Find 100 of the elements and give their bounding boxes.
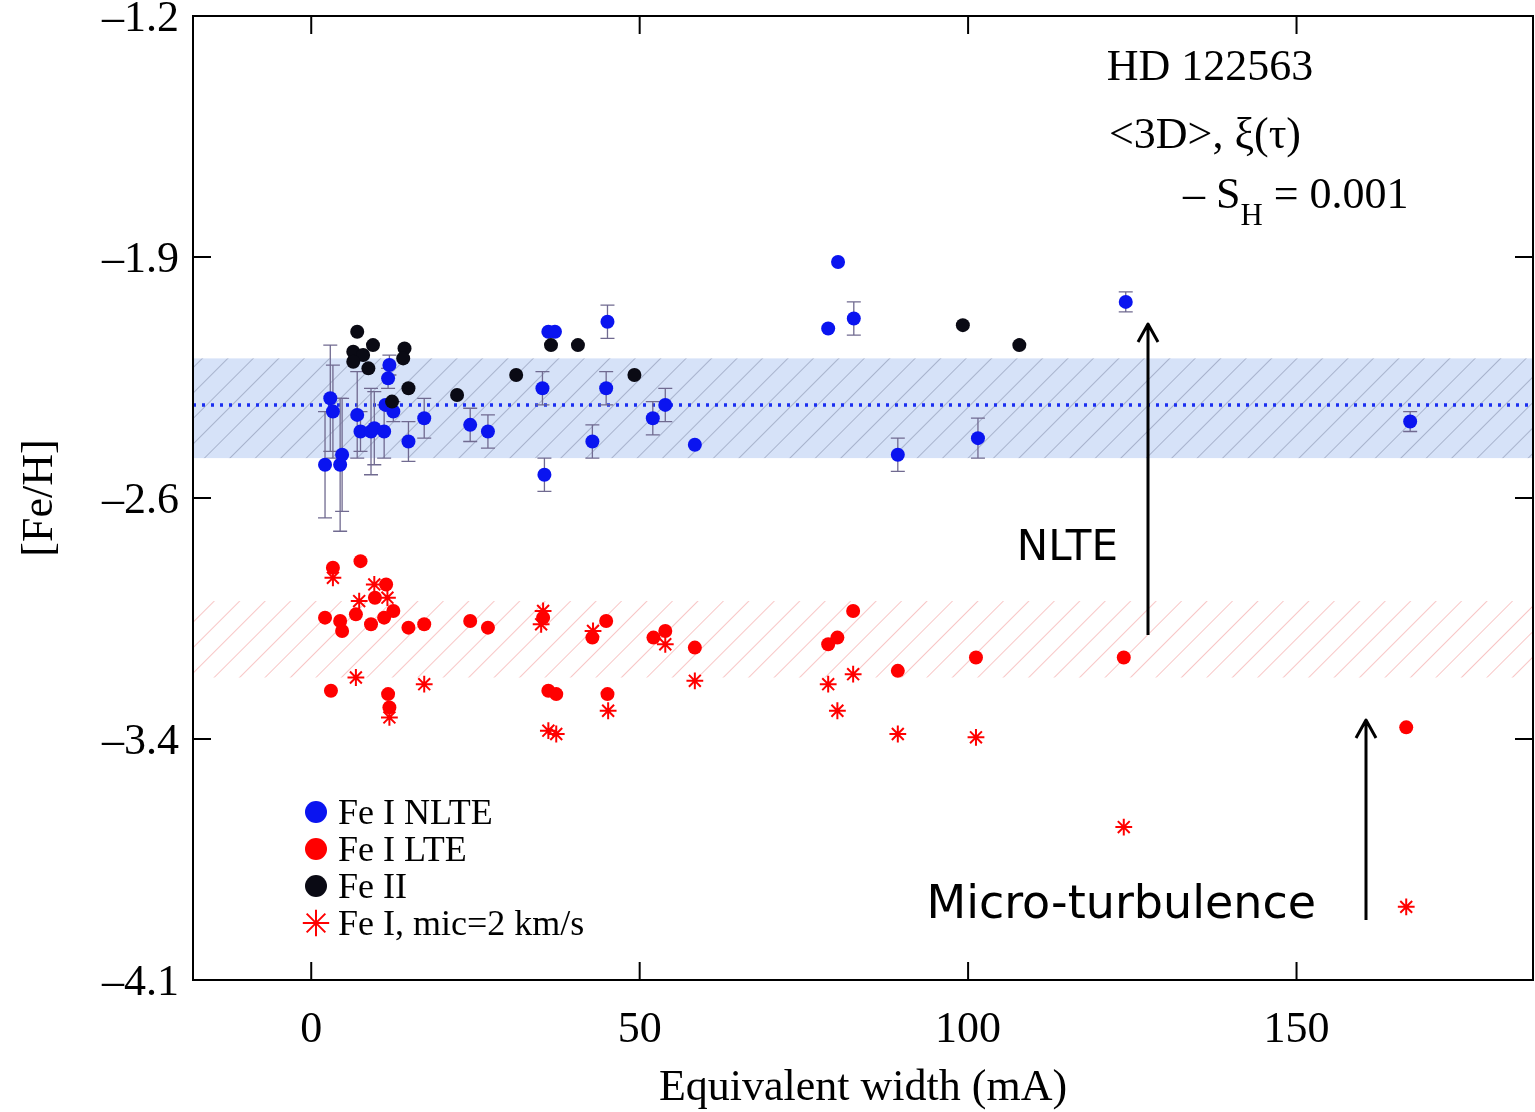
annotation: HD 122563	[1106, 41, 1314, 90]
point	[463, 613, 478, 628]
point	[538, 721, 558, 741]
point	[361, 361, 376, 376]
point	[417, 617, 432, 632]
point	[417, 411, 432, 426]
legend-label: Fe I, mic=2 km/s	[338, 903, 585, 943]
point	[1012, 338, 1027, 353]
point	[968, 650, 983, 665]
legend-label: Fe II	[338, 866, 407, 906]
annotation: Micro-turbulence	[926, 875, 1316, 929]
point	[377, 610, 392, 625]
y-tick-label: –3.4	[101, 715, 179, 764]
point	[480, 424, 495, 439]
point	[627, 368, 642, 383]
y-tick-label: –2.6	[101, 474, 179, 523]
point	[687, 437, 702, 452]
point	[379, 577, 394, 592]
annotation: <3D>, ξ(τ)	[1108, 109, 1302, 158]
point	[890, 447, 905, 462]
point	[367, 590, 382, 605]
point	[348, 607, 363, 622]
x-tick-label: 100	[935, 1003, 1002, 1052]
point	[381, 687, 396, 702]
point	[658, 397, 673, 412]
point	[890, 663, 905, 678]
point	[385, 394, 400, 409]
y-tick-label: –1.2	[101, 0, 179, 41]
x-tick-label: 150	[1263, 1003, 1330, 1052]
point	[831, 254, 846, 269]
point	[450, 387, 465, 402]
point	[378, 588, 397, 608]
point	[353, 554, 368, 569]
point	[655, 634, 675, 654]
point	[843, 664, 863, 684]
point	[323, 391, 338, 406]
point	[645, 411, 660, 426]
point	[480, 620, 495, 635]
point	[888, 724, 908, 744]
point	[955, 318, 970, 333]
annotation: NLTE	[1016, 521, 1118, 570]
point	[818, 674, 838, 694]
point	[646, 630, 661, 645]
point	[821, 321, 836, 336]
x-axis-title: Equivalent width (mA)	[658, 1061, 1068, 1110]
point	[1396, 897, 1416, 917]
point	[830, 630, 845, 645]
point	[570, 338, 585, 353]
point	[463, 417, 478, 432]
point	[364, 617, 379, 632]
point	[386, 604, 401, 619]
point	[600, 687, 615, 702]
point	[401, 620, 416, 635]
point	[546, 724, 566, 744]
annotation: – S$_{H}$ = 0.001	[1182, 169, 1409, 232]
point	[687, 640, 702, 655]
point	[821, 637, 836, 652]
y-axis-title: [Fe/H]	[13, 439, 62, 557]
point	[350, 407, 365, 422]
point	[377, 424, 392, 439]
point	[970, 431, 985, 446]
point	[846, 311, 861, 326]
y-tick-label: –4.1	[101, 956, 179, 1005]
point	[1399, 720, 1414, 735]
point	[599, 381, 614, 396]
point	[346, 354, 361, 369]
point	[318, 610, 333, 625]
point	[599, 613, 614, 628]
point	[335, 623, 350, 638]
point	[549, 687, 564, 702]
point	[323, 683, 338, 698]
point	[531, 614, 551, 634]
point	[323, 568, 343, 588]
point	[350, 324, 365, 339]
legend-label: Fe I NLTE	[338, 792, 493, 832]
point	[346, 668, 366, 687]
point	[364, 575, 384, 594]
point	[685, 671, 705, 691]
point	[325, 404, 340, 419]
y-tick-label: –1.9	[101, 233, 179, 282]
point	[658, 623, 673, 638]
x-tick-label: 50	[617, 1003, 662, 1052]
legend-label: Fe I LTE	[338, 829, 467, 869]
point	[585, 434, 600, 449]
point	[535, 381, 550, 396]
point	[414, 674, 434, 694]
point	[598, 701, 618, 721]
point	[335, 447, 350, 462]
point	[318, 457, 333, 472]
point	[1116, 650, 1131, 665]
point	[543, 338, 558, 353]
point	[827, 701, 847, 721]
x-tick-label: 0	[300, 1003, 323, 1052]
point	[509, 368, 524, 383]
point	[1114, 817, 1134, 837]
point	[349, 591, 369, 611]
point	[537, 467, 552, 482]
point	[365, 338, 380, 353]
point	[356, 348, 371, 363]
point	[966, 727, 986, 747]
